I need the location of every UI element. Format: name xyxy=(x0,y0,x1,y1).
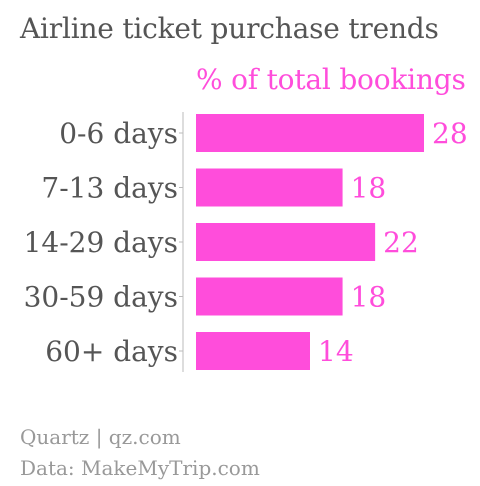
bar xyxy=(196,114,424,152)
bar xyxy=(196,223,376,261)
bar xyxy=(196,168,343,207)
category-label: 14-29 days xyxy=(24,226,178,259)
footer-source: Quartz | qz.com xyxy=(20,425,181,449)
category-label: 60+ days xyxy=(45,335,178,368)
category-label: 7-13 days xyxy=(41,172,178,205)
bar-value-label: 14 xyxy=(318,335,354,368)
bars-group: 0-6 days 28 7-13 days 18 14-29 days 22 30-59 d… xyxy=(24,114,468,370)
bar-value-label: 28 xyxy=(432,117,468,150)
series-label: % of total bookings xyxy=(196,63,466,96)
chart-title: Airline ticket purchase trends xyxy=(20,12,439,45)
bar-value-label: 22 xyxy=(383,226,419,259)
bar-value-label: 18 xyxy=(351,172,387,205)
category-label: 0-6 days xyxy=(59,117,178,150)
category-label: 30-59 days xyxy=(24,281,178,314)
bar xyxy=(196,277,343,316)
footer-data-source: Data: MakeMyTrip.com xyxy=(20,456,260,480)
bar-chart: 0-6 days 28 7-13 days 18 14-29 days 22 30-59 d… xyxy=(24,112,468,372)
bar-value-label: 18 xyxy=(351,281,387,314)
bar xyxy=(196,332,310,370)
